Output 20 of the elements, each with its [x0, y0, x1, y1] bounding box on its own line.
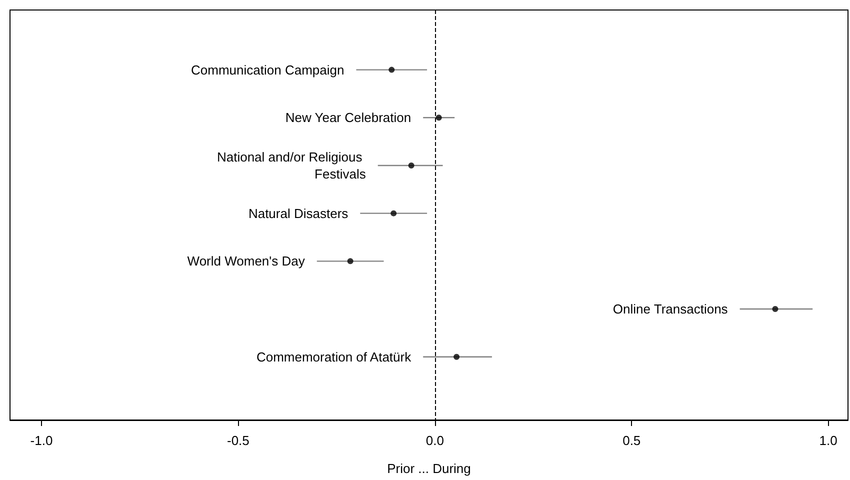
x-tick-label: 0.5: [622, 433, 641, 448]
point: [772, 306, 778, 312]
y-tick-label: Natural Disasters: [248, 206, 349, 221]
y-tick-label: New Year Celebration: [285, 110, 412, 126]
x-tick-label: -0.5: [226, 433, 250, 448]
point: [436, 114, 442, 121]
x-tick-label: 1.0: [819, 433, 838, 448]
y-tick-label: Commemoration of Atatürk: [256, 349, 412, 364]
x-axis-title: Prior ... During: [387, 461, 471, 476]
x-tick-label: -1.0: [30, 433, 53, 448]
point: [390, 210, 397, 216]
y-tick-label: National and/or Religious Festivals: [216, 149, 366, 182]
point: [347, 258, 354, 264]
point: [408, 162, 414, 168]
x-tick-label: 0.0: [426, 433, 444, 448]
y-tick-label: World Women's Day: [187, 254, 306, 269]
point: [454, 354, 460, 360]
y-tick-label: Communication Campaign: [191, 62, 344, 78]
y-tick-label: Online Transactions: [612, 302, 728, 317]
point: [388, 66, 395, 73]
